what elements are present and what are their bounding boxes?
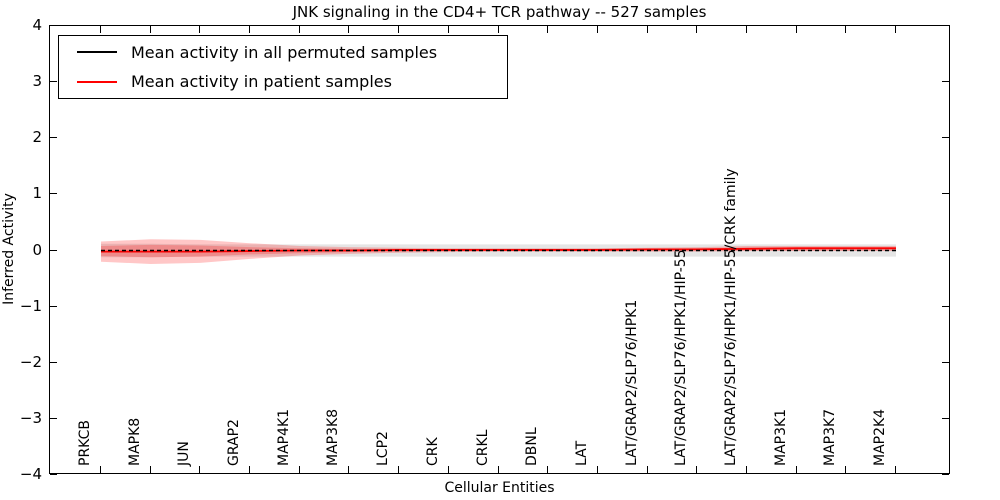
- xtick-label: MAP3K7: [822, 408, 839, 466]
- xtick-mark: [646, 26, 648, 33]
- ytick-mark: [942, 417, 949, 419]
- legend: Mean activity in all permuted samples Me…: [58, 35, 508, 99]
- ytick-mark: [50, 137, 57, 139]
- xtick-label: MAP3K1: [772, 408, 789, 466]
- xtick-label: MAP2K4: [872, 408, 888, 466]
- ytick-label: −2: [19, 352, 42, 371]
- xtick-mark: [447, 26, 449, 33]
- patient-mean-line: [101, 247, 896, 253]
- xtick-mark: [199, 466, 201, 473]
- xtick-mark: [348, 466, 350, 473]
- xtick-mark: [745, 26, 747, 33]
- xtick-mark: [795, 466, 797, 473]
- xtick-mark: [646, 466, 648, 473]
- xtick-mark: [149, 466, 151, 473]
- xtick-label: PRKCB: [77, 420, 93, 466]
- xtick-mark: [348, 26, 350, 33]
- xtick-mark: [845, 466, 847, 473]
- ytick-mark: [50, 81, 57, 83]
- ytick-mark: [50, 361, 57, 363]
- xtick-label: LAT/GRAP2/SLP76/HPK1: [623, 299, 640, 466]
- ytick-mark: [50, 417, 57, 419]
- xtick-label: MAP4K1: [275, 408, 292, 466]
- xtick-label: MAP3K8: [325, 408, 342, 466]
- plot-area: [49, 25, 950, 474]
- xtick-label: LAT/GRAP2/SLP76/HPK1/HIP-55: [673, 249, 690, 466]
- ytick-mark: [942, 81, 949, 83]
- ytick-mark: [50, 474, 57, 475]
- ytick-label: 1: [32, 184, 42, 203]
- ytick-mark: [942, 249, 949, 251]
- xtick-mark: [398, 466, 400, 473]
- legend-label-permuted: Mean activity in all permuted samples: [131, 42, 438, 62]
- ytick-label: −3: [19, 408, 42, 427]
- ytick-label: 0: [32, 240, 42, 259]
- legend-label-patient: Mean activity in patient samples: [131, 72, 392, 92]
- xtick-label: LAT/GRAP2/SLP76/HPK1/HIP-55/CRK family: [722, 168, 739, 466]
- ytick-mark: [50, 305, 57, 307]
- ytick-mark: [942, 474, 949, 475]
- x-axis-label: Cellular Entities: [444, 480, 555, 496]
- xtick-label: JUN: [176, 441, 193, 466]
- chart-title: JNK signaling in the CD4+ TCR pathway --…: [292, 3, 707, 21]
- xtick-mark: [199, 26, 201, 33]
- xtick-mark: [596, 26, 598, 33]
- xtick-mark: [547, 466, 549, 473]
- ytick-label: −4: [19, 465, 42, 483]
- xtick-mark: [497, 26, 499, 33]
- xtick-mark: [398, 26, 400, 33]
- legend-item-permuted: Mean activity in all permuted samples: [59, 39, 507, 65]
- confidence-band: [101, 244, 896, 258]
- plot-canvas: [101, 239, 896, 264]
- xtick-label: CRK: [424, 437, 441, 466]
- xtick-mark: [547, 26, 549, 33]
- xtick-mark: [696, 466, 698, 473]
- ytick-mark: [942, 361, 949, 363]
- xtick-mark: [149, 26, 151, 33]
- xtick-mark: [249, 466, 251, 473]
- legend-item-patient: Mean activity in patient samples: [59, 69, 507, 95]
- xtick-mark: [895, 26, 896, 33]
- xtick-label: DBNL: [524, 427, 541, 466]
- xtick-mark: [745, 466, 747, 473]
- ytick-mark: [942, 193, 949, 195]
- xtick-mark: [845, 26, 847, 33]
- ytick-mark: [942, 305, 949, 307]
- xtick-label: LCP2: [375, 431, 392, 466]
- xtick-mark: [298, 26, 300, 33]
- xtick-mark: [249, 26, 251, 33]
- ytick-mark: [50, 25, 57, 26]
- confidence-band: [101, 239, 896, 264]
- legend-line-permuted-icon: [77, 51, 117, 54]
- ytick-mark: [942, 25, 949, 26]
- xtick-mark: [497, 466, 499, 473]
- xtick-label: CRKL: [474, 429, 491, 466]
- xtick-mark: [895, 466, 896, 473]
- ytick-mark: [942, 137, 949, 139]
- xtick-mark: [696, 26, 698, 33]
- ytick-label: 2: [32, 128, 42, 147]
- xtick-mark: [100, 26, 101, 33]
- xtick-mark: [100, 466, 101, 473]
- ytick-mark: [50, 193, 57, 195]
- ytick-label: −1: [19, 296, 42, 315]
- xtick-mark: [447, 466, 449, 473]
- ytick-mark: [50, 249, 57, 251]
- xtick-mark: [298, 466, 300, 473]
- ytick-label: 3: [32, 72, 42, 91]
- xtick-label: LAT: [573, 440, 590, 466]
- ytick-label: 4: [32, 16, 42, 34]
- xtick-label: GRAP2: [226, 419, 243, 466]
- legend-line-patient-icon: [77, 80, 117, 83]
- xtick-mark: [596, 466, 598, 473]
- xtick-mark: [795, 26, 797, 33]
- xtick-label: MAPK8: [126, 417, 143, 466]
